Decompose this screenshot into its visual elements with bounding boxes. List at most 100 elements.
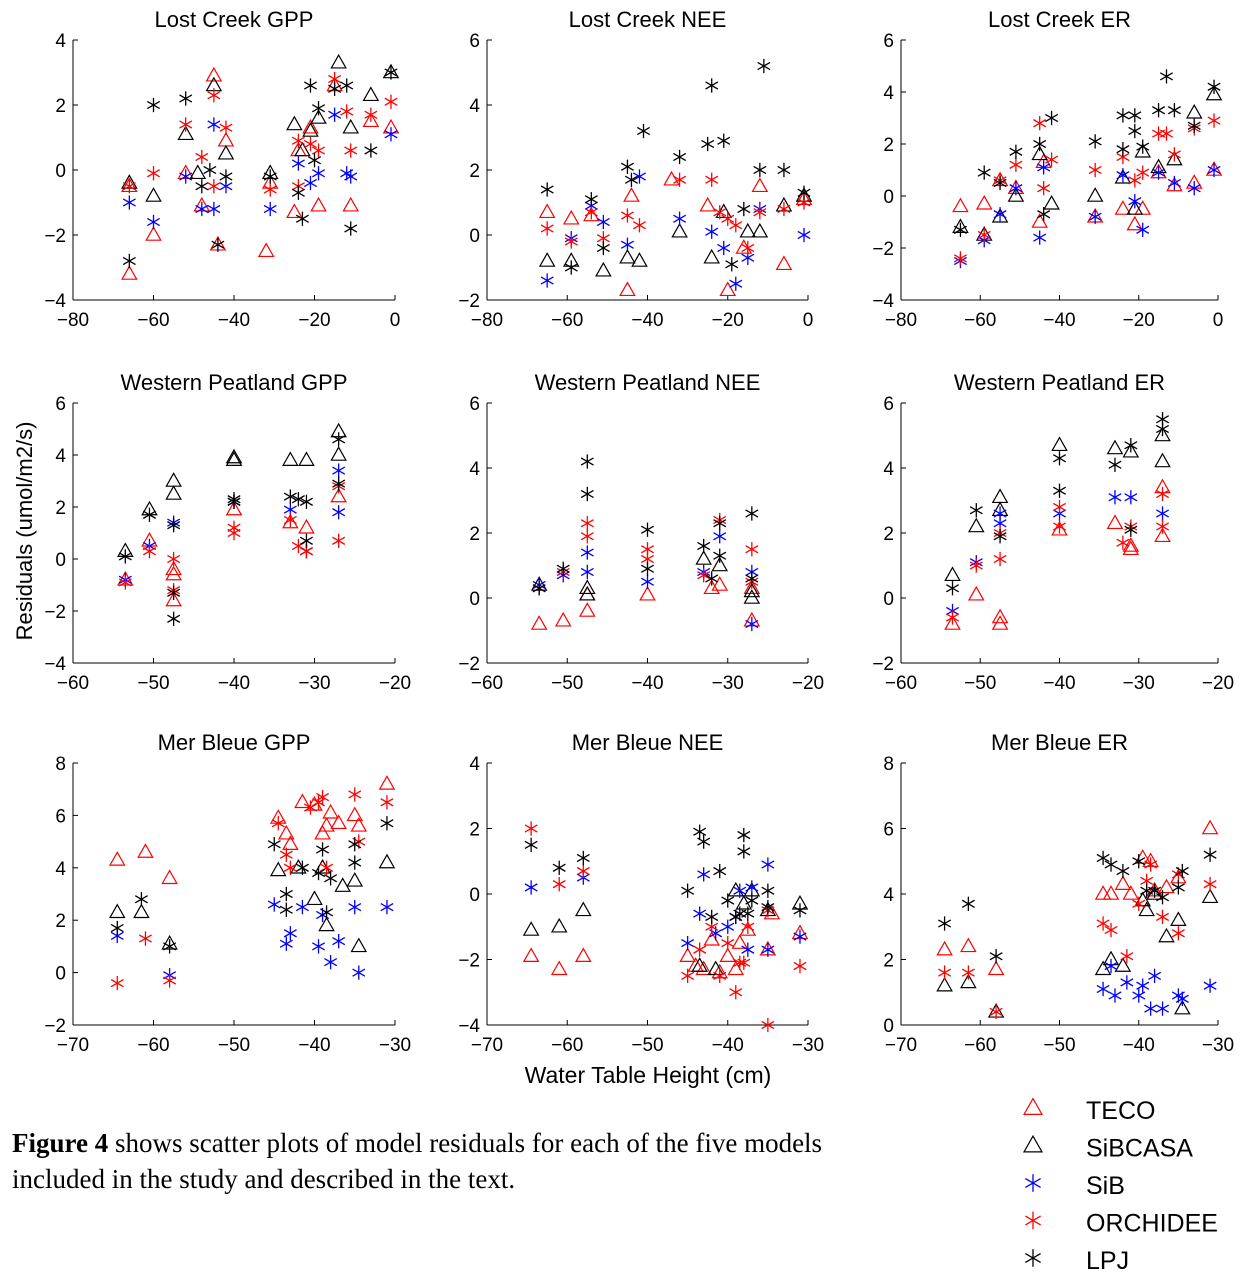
point-sibcasa — [165, 472, 182, 487]
point-teco — [330, 814, 347, 830]
point-sib — [1033, 230, 1047, 245]
x-tick-label: −40 — [712, 1035, 744, 1056]
panel-title: Western Peatland GPP — [120, 370, 347, 395]
x-tick-label: −80 — [57, 310, 89, 331]
point-sibcasa — [1134, 142, 1152, 158]
point-sib — [267, 897, 281, 912]
point-orchidee — [227, 525, 241, 541]
point-lpj — [122, 253, 136, 269]
series-sib — [110, 897, 394, 983]
x-tick-label: −50 — [964, 673, 996, 694]
y-tick-label: 0 — [883, 589, 894, 610]
point-sib — [1203, 978, 1217, 993]
x-tick-label: −70 — [471, 1035, 503, 1056]
point-teco — [699, 196, 716, 212]
point-sibcasa — [378, 853, 396, 869]
point-sibcasa — [944, 566, 961, 582]
point-orchidee — [207, 88, 221, 103]
point-sibcasa — [967, 517, 985, 533]
y-tick-label: 0 — [469, 885, 480, 906]
point-sibcasa — [739, 222, 757, 238]
point-teco — [161, 869, 178, 885]
point-lpj — [1132, 854, 1146, 869]
legend-label: SiBCASA — [1086, 1135, 1193, 1163]
point-sib — [1156, 506, 1170, 521]
point-orchidee — [1203, 877, 1217, 892]
point-orchidee — [729, 985, 743, 1000]
point-orchidee — [1128, 173, 1142, 188]
point-lpj — [624, 172, 638, 187]
point-lpj — [1207, 79, 1221, 94]
point-lpj — [701, 136, 715, 152]
point-orchidee — [552, 877, 566, 892]
point-teco — [960, 937, 977, 953]
x-tick-label: −20 — [792, 673, 824, 694]
point-lpj — [725, 257, 739, 272]
point-orchidee — [969, 558, 983, 573]
y-tick-label: −4 — [44, 654, 66, 675]
point-sibcasa — [579, 579, 596, 595]
y-tick-label: 6 — [883, 820, 894, 841]
x-tick-label: −80 — [471, 310, 503, 331]
point-lpj — [307, 153, 322, 168]
point-lpj — [267, 837, 281, 852]
y-tick-label: −2 — [458, 291, 480, 312]
point-lpj — [283, 489, 297, 504]
point-lpj — [713, 516, 727, 531]
point-sibcasa — [189, 164, 207, 180]
point-sibcasa — [306, 890, 323, 906]
point-lpj — [1045, 110, 1059, 126]
point-sib — [291, 156, 305, 171]
point-lpj — [134, 892, 148, 907]
point-sibcasa — [282, 451, 299, 466]
point-teco — [967, 585, 985, 601]
point-sibcasa — [711, 556, 729, 572]
panel-mer-bleue-er: Mer Bleue ER −70 −60 −50 −40 −30 0 2 4 6 8 — [883, 730, 1234, 1056]
x-tick-label: −40 — [1043, 310, 1075, 331]
point-sibcasa — [225, 448, 243, 464]
point-sibcasa — [1114, 957, 1132, 972]
point-lpj — [332, 432, 346, 447]
point-teco — [711, 576, 729, 591]
point-orchidee — [576, 863, 590, 879]
point-orchidee — [283, 860, 297, 875]
y-tick-label: −2 — [872, 239, 894, 260]
x-tick-label: −60 — [471, 673, 503, 694]
point-orchidee — [195, 149, 209, 165]
point-sib — [761, 857, 775, 872]
point-orchidee — [961, 965, 975, 980]
point-sib — [596, 214, 610, 230]
y-tick-label: 4 — [55, 31, 66, 52]
point-orchidee — [989, 1004, 1003, 1020]
point-orchidee — [1132, 896, 1146, 911]
point-orchidee — [283, 512, 297, 528]
point-lpj — [564, 260, 578, 275]
series-teco — [952, 153, 1223, 231]
point-lpj — [227, 494, 241, 509]
point-lpj — [793, 903, 807, 918]
point-lpj — [1104, 857, 1118, 872]
point-sibcasa — [346, 872, 364, 887]
point-lpj — [532, 581, 546, 596]
x-tick-label: −20 — [1123, 310, 1155, 331]
point-orchidee — [737, 955, 751, 970]
point-teco — [751, 177, 769, 193]
point-sibcasa — [574, 901, 592, 917]
point-sib — [1167, 175, 1181, 191]
series-sibcasa — [944, 426, 1171, 582]
series-sib — [118, 463, 346, 587]
panel-mer-bleue-nee: Mer Bleue NEE −70 −60 −50 −40 −30 −4 −2 0 2 4 — [458, 730, 824, 1056]
point-sib — [745, 616, 759, 632]
point-lpj — [584, 192, 598, 207]
series-sibcasa — [936, 885, 1219, 1018]
point-sib — [797, 227, 811, 243]
point-sibcasa — [595, 261, 612, 277]
y-tick-label: 6 — [469, 394, 480, 415]
point-orchidee — [1207, 113, 1221, 128]
point-sib — [1148, 968, 1162, 984]
point-lpj — [640, 561, 655, 576]
x-tick-label: −50 — [137, 673, 169, 694]
point-sib — [1104, 958, 1118, 974]
